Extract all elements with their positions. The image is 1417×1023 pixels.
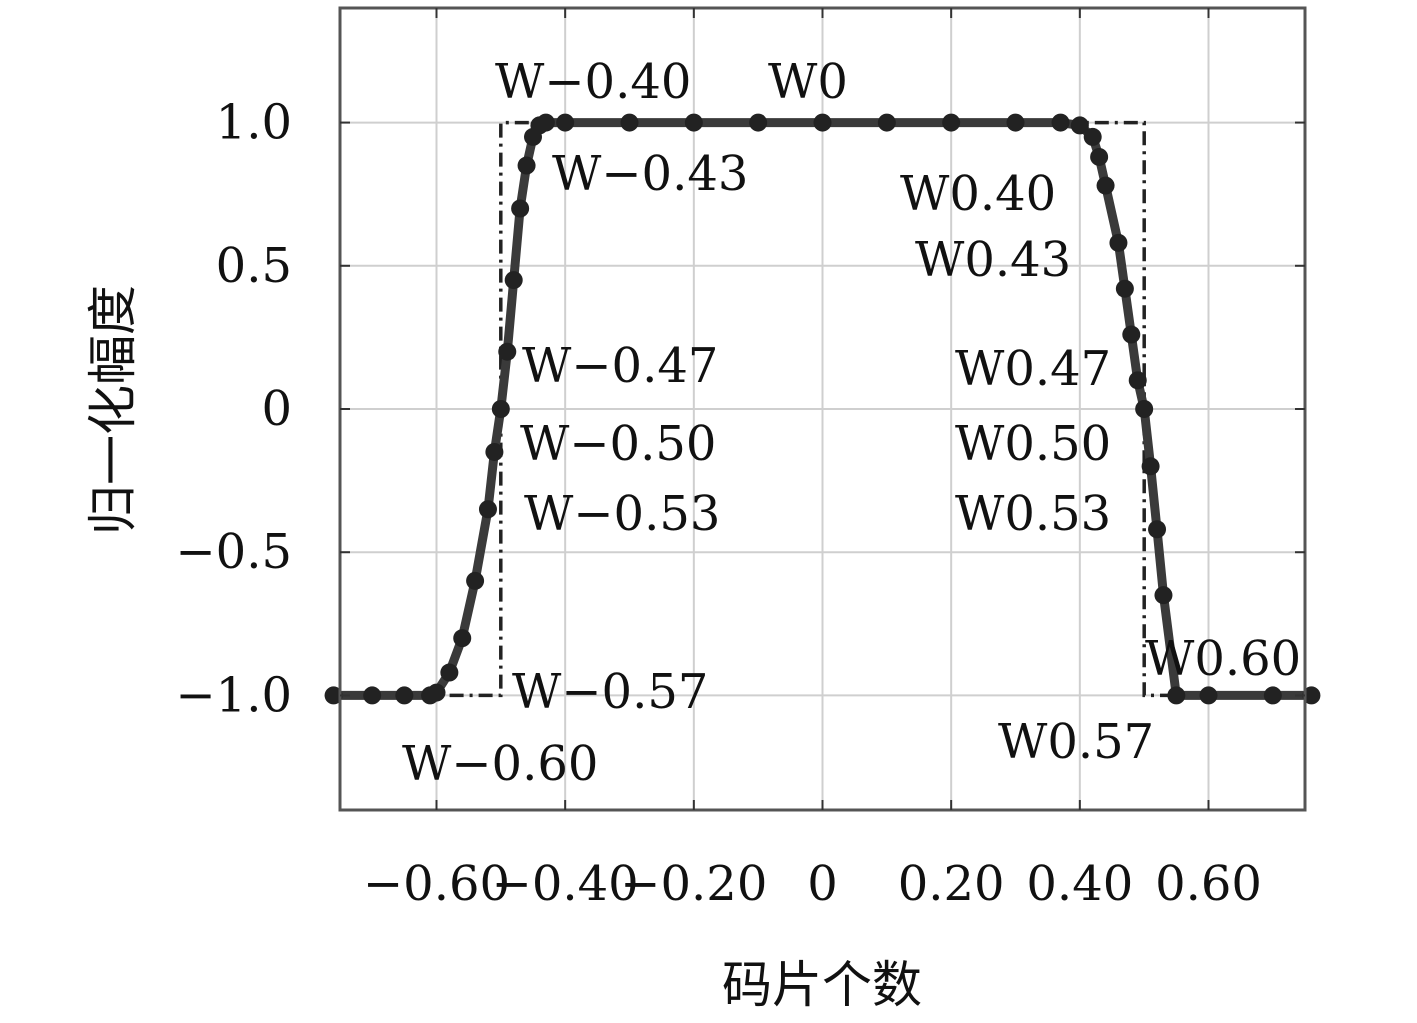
x-tick-label: −0.40 (492, 856, 639, 912)
x-tick-label: 0.40 (1026, 856, 1133, 912)
series-point (1051, 113, 1070, 132)
annotation-label: W−0.50 (520, 416, 716, 472)
series-point (1167, 686, 1186, 705)
series-point (453, 629, 472, 648)
series-point (1141, 457, 1160, 476)
x-tick-label: −0.20 (620, 856, 767, 912)
series-point (1006, 113, 1025, 132)
series-point (498, 342, 517, 361)
series-point (1115, 279, 1134, 298)
series-point (1199, 686, 1218, 705)
series-point (877, 113, 896, 132)
annotation-label: W−0.57 (512, 664, 708, 720)
x-tick-label: 0.60 (1155, 856, 1262, 912)
annotation-label: W0.40 (900, 166, 1056, 222)
y-axis-title: 归一化幅度 (84, 285, 142, 535)
series-point (1154, 586, 1173, 605)
series-point (1096, 176, 1115, 195)
series-point (1090, 147, 1109, 166)
y-tick-label: 1.0 (216, 95, 292, 151)
series-layer (324, 113, 1321, 705)
annotation-label: W0 (768, 54, 848, 110)
series-point (466, 571, 485, 590)
series-point (1122, 325, 1141, 344)
series-point (1148, 520, 1167, 539)
annotation-label: W0.50 (955, 416, 1111, 472)
series-point (517, 156, 536, 175)
series-point (324, 686, 343, 705)
series-point (1083, 127, 1102, 146)
series-point (684, 113, 703, 132)
series-point (536, 113, 555, 132)
y-tick-label: 0 (261, 381, 292, 437)
series-point (363, 686, 382, 705)
annotation-label: W0.57 (998, 714, 1154, 770)
y-tick-label: 0.5 (216, 238, 292, 294)
series-point (1263, 686, 1282, 705)
series-point (478, 500, 497, 519)
series-point (395, 686, 414, 705)
annotation-label: W−0.43 (552, 146, 748, 202)
annotation-layer: W−0.40 W−0.43 W−0.47 W−0.50 W−0.53 W−0.57 W−0.… (402, 54, 1301, 792)
series-point (1302, 686, 1321, 705)
annotation-label: W0.43 (915, 232, 1071, 288)
series-point (440, 663, 459, 682)
annotation-label: W−0.40 (495, 54, 691, 110)
series-point (620, 113, 639, 132)
annotation-label: W0.53 (955, 486, 1111, 542)
y-tick-label: −0.5 (175, 524, 292, 580)
annotation-label: W0.60 (1145, 631, 1301, 687)
annotation-label: W−0.60 (402, 736, 598, 792)
series-point (504, 271, 523, 290)
series-point (942, 113, 961, 132)
series-point (1128, 371, 1147, 390)
series-point (491, 400, 510, 418)
x-tick-label: −0.60 (363, 856, 510, 912)
series-point (556, 113, 575, 132)
series-point (485, 442, 504, 461)
series-point (1135, 400, 1154, 418)
annotation-label: W−0.53 (524, 486, 720, 542)
series-point (813, 113, 832, 132)
series-point (1109, 233, 1128, 252)
series-point (511, 199, 530, 218)
x-tick-label: 0 (807, 856, 838, 912)
x-tick-label: 0.20 (898, 856, 1005, 912)
y-tick-label: −1.0 (175, 667, 292, 723)
annotation-label: W0.47 (955, 341, 1111, 397)
series-point (1070, 116, 1089, 135)
series-point (749, 113, 768, 132)
annotation-label: W−0.47 (522, 338, 718, 394)
x-axis-title: 码片个数 (722, 956, 922, 1014)
tick-layer: −0.60−0.40−0.20 0 0.20 0.40 0.60 1.0 0.5 0 −0.5 −… (175, 8, 1305, 912)
series-point (427, 683, 446, 702)
